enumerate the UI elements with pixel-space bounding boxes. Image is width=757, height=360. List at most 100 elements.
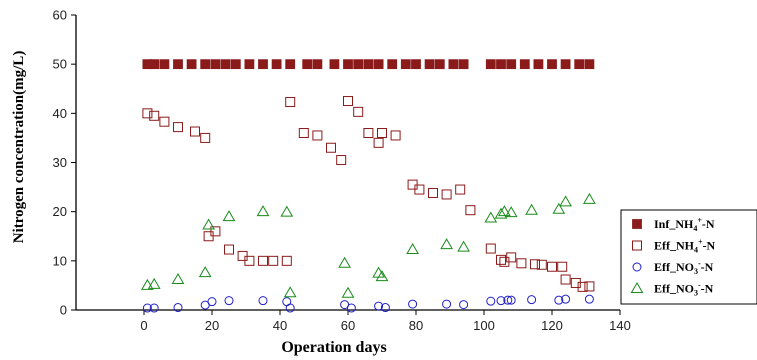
data-point — [173, 122, 183, 133]
x-axis-ticks: 0 20 40 60 80 100 120 140 — [140, 310, 631, 333]
data-point — [142, 303, 152, 313]
data-point — [583, 192, 596, 204]
legend-label: Inf_NH4+-N — [654, 216, 715, 233]
data-point — [224, 244, 234, 255]
data-point — [200, 132, 211, 143]
data-point — [506, 295, 516, 305]
data-point — [584, 294, 594, 304]
data-point — [536, 259, 547, 270]
data-point — [281, 255, 292, 266]
data-point — [159, 116, 170, 127]
data-point — [584, 281, 595, 292]
data-point — [547, 59, 557, 70]
legend-marker — [632, 240, 642, 251]
data-point — [533, 59, 544, 70]
data-point — [570, 277, 581, 288]
data-point — [224, 296, 234, 306]
data-point — [485, 243, 496, 254]
data-point — [406, 243, 419, 255]
data-point — [424, 59, 435, 70]
data-point — [190, 126, 200, 137]
x-tick-label: 0 — [140, 318, 147, 333]
x-tick-label: 80 — [409, 318, 423, 333]
data-point — [577, 281, 588, 292]
data-point — [504, 206, 518, 218]
data-point — [258, 296, 268, 306]
x-tick-label: 20 — [205, 318, 219, 333]
data-point — [547, 261, 557, 272]
data-point — [459, 300, 469, 310]
data-point — [244, 255, 255, 266]
data-point — [428, 187, 438, 198]
data-point — [171, 273, 185, 285]
legend-item: Inf_NH4+-N — [632, 216, 715, 233]
data-point — [142, 108, 153, 119]
series-3 — [141, 192, 596, 298]
y-tick-label: 60 — [53, 8, 67, 23]
y-tick-label: 30 — [53, 155, 67, 170]
data-point — [525, 203, 538, 215]
x-tick-label: 40 — [273, 318, 287, 333]
data-point — [496, 59, 506, 70]
data-point — [271, 59, 282, 70]
data-point — [455, 184, 466, 195]
y-axis-ticks: 0 10 20 30 40 50 60 — [53, 8, 76, 318]
data-point — [506, 59, 517, 70]
data-point — [559, 195, 572, 207]
data-point — [557, 261, 568, 272]
data-point — [527, 295, 537, 305]
data-point — [485, 59, 496, 70]
data-point — [244, 59, 255, 70]
data-point — [363, 128, 374, 138]
data-point — [373, 59, 384, 70]
data-point — [375, 270, 389, 282]
data-point — [343, 96, 353, 107]
y-tick-label: 20 — [53, 204, 67, 219]
data-point — [341, 286, 355, 298]
data-point — [458, 59, 469, 70]
data-point — [506, 252, 517, 263]
data-point — [346, 303, 356, 313]
data-point — [256, 205, 270, 217]
legend-item: Eff_NO3--N — [630, 281, 714, 298]
data-point — [574, 59, 585, 70]
series-2 — [142, 294, 594, 313]
data-point — [400, 59, 411, 70]
data-point — [200, 59, 211, 70]
data-point — [258, 59, 268, 70]
y-tick-label: 40 — [53, 106, 67, 121]
data-point — [173, 303, 183, 313]
data-point — [374, 301, 384, 311]
x-axis-title: Operation days — [281, 339, 386, 356]
data-point — [302, 59, 313, 70]
data-point — [380, 303, 390, 313]
data-point — [434, 59, 445, 70]
data-point — [494, 207, 508, 219]
x-tick-label: 140 — [609, 318, 631, 333]
data-point — [530, 259, 540, 270]
data-point — [222, 210, 236, 222]
y-tick-label: 50 — [53, 57, 67, 72]
y-axis-title: Nitrogen concentration(mg/L) — [11, 51, 27, 244]
legend-label: Eff_NO3--N — [654, 281, 714, 298]
data-point — [210, 59, 221, 70]
data-point — [560, 59, 571, 70]
data-point — [448, 59, 459, 70]
data-point — [552, 202, 566, 214]
legend-label: Eff_NH4+-N — [654, 238, 716, 255]
data-point — [440, 238, 453, 250]
legend-box — [620, 209, 757, 305]
data-point — [285, 303, 295, 313]
legend-marker — [632, 262, 642, 272]
data-point — [496, 296, 506, 306]
data-point — [149, 303, 159, 313]
data-point — [516, 258, 527, 269]
data-point — [584, 59, 595, 70]
data-point — [441, 189, 452, 200]
data-point — [390, 130, 401, 141]
data-point — [343, 59, 353, 70]
data-point — [377, 128, 387, 138]
data-point — [387, 59, 398, 70]
series-1 — [142, 96, 595, 292]
series-0 — [142, 59, 595, 70]
